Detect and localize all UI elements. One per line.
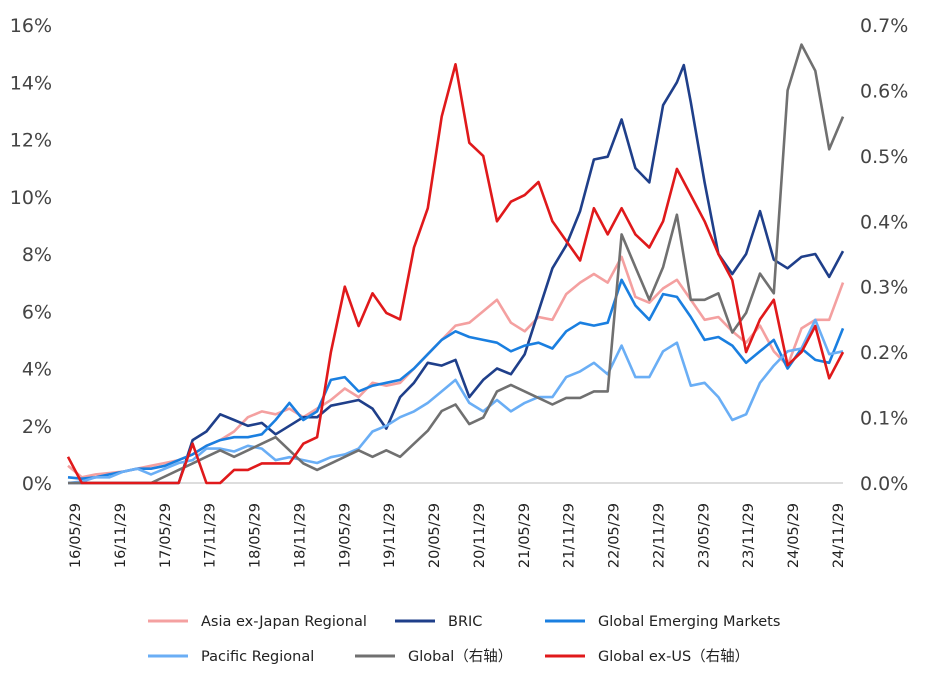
legend-label: Asia ex-Japan Regional [201, 614, 367, 630]
series-line-5 [66, 63, 845, 485]
legend: Asia ex-Japan Regional BRIC Global Emergin… [148, 614, 780, 665]
legend-label: BRIC [448, 614, 482, 630]
x-tick-label: 17/11/29 [203, 503, 219, 568]
x-tick-label: 19/11/29 [382, 503, 398, 568]
x-tick-label: 23/05/29 [696, 503, 712, 568]
left-y-tick-label: 0% [22, 473, 52, 495]
series-line-0 [67, 255, 845, 479]
series-line-2 [67, 278, 845, 480]
legend-label: Pacific Regional [201, 649, 314, 665]
x-tick-label: 16/11/29 [113, 503, 129, 568]
x-tick-label: 18/05/29 [248, 503, 264, 568]
left-y-tick-label: 8% [22, 244, 52, 266]
left-y-tick-label: 2% [22, 416, 52, 438]
right-y-tick-label: 0.7% [860, 15, 908, 37]
x-tick-label: 16/05/29 [68, 503, 84, 568]
x-tick-label: 21/05/29 [517, 503, 533, 568]
series-line-4 [68, 43, 845, 485]
series-lines [66, 43, 845, 485]
x-tick-label: 19/05/29 [337, 503, 353, 568]
x-axis-ticks: 16/05/29 16/11/29 17/05/29 17/11/29 18/05/29… [68, 503, 847, 568]
right-y-tick-label: 0.3% [860, 277, 908, 299]
left-y-tick-label: 10% [10, 187, 52, 209]
x-tick-label: 20/11/29 [472, 503, 488, 568]
x-tick-label: 17/05/29 [158, 503, 174, 568]
right-y-tick-label: 0.1% [860, 408, 908, 430]
x-tick-label: 22/11/29 [651, 503, 667, 568]
x-tick-label: 22/05/29 [607, 503, 623, 568]
legend-label: Global（右轴） [408, 648, 512, 665]
left-y-axis-ticks: 0% 2% 4% 6% 8% 10% 12% 14% 16% [10, 15, 52, 495]
x-tick-label: 20/05/29 [427, 503, 443, 568]
right-y-tick-label: 0.5% [860, 146, 908, 168]
left-y-tick-label: 6% [22, 301, 52, 323]
x-tick-label: 23/11/29 [741, 503, 757, 568]
x-tick-label: 24/11/29 [831, 503, 847, 568]
x-tick-label: 21/11/29 [562, 503, 578, 568]
right-y-tick-label: 0.6% [860, 80, 908, 102]
right-y-axis-ticks: 0.0% 0.1% 0.2% 0.3% 0.4% 0.5% 0.6% 0.7% [860, 15, 908, 495]
legend-label: Global Emerging Markets [598, 614, 780, 630]
left-y-tick-label: 16% [10, 15, 52, 37]
left-y-tick-label: 12% [10, 130, 52, 152]
left-y-tick-label: 14% [10, 72, 52, 94]
x-tick-label: 24/05/29 [786, 503, 802, 568]
x-tick-label: 18/11/29 [292, 503, 308, 568]
right-y-tick-label: 0.4% [860, 211, 908, 233]
legend-label: Global ex-US（右轴） [598, 648, 749, 665]
right-y-tick-label: 0.2% [860, 342, 908, 364]
series-line-1 [68, 63, 845, 485]
left-y-tick-label: 4% [22, 359, 52, 381]
right-y-tick-label: 0.0% [860, 473, 908, 495]
